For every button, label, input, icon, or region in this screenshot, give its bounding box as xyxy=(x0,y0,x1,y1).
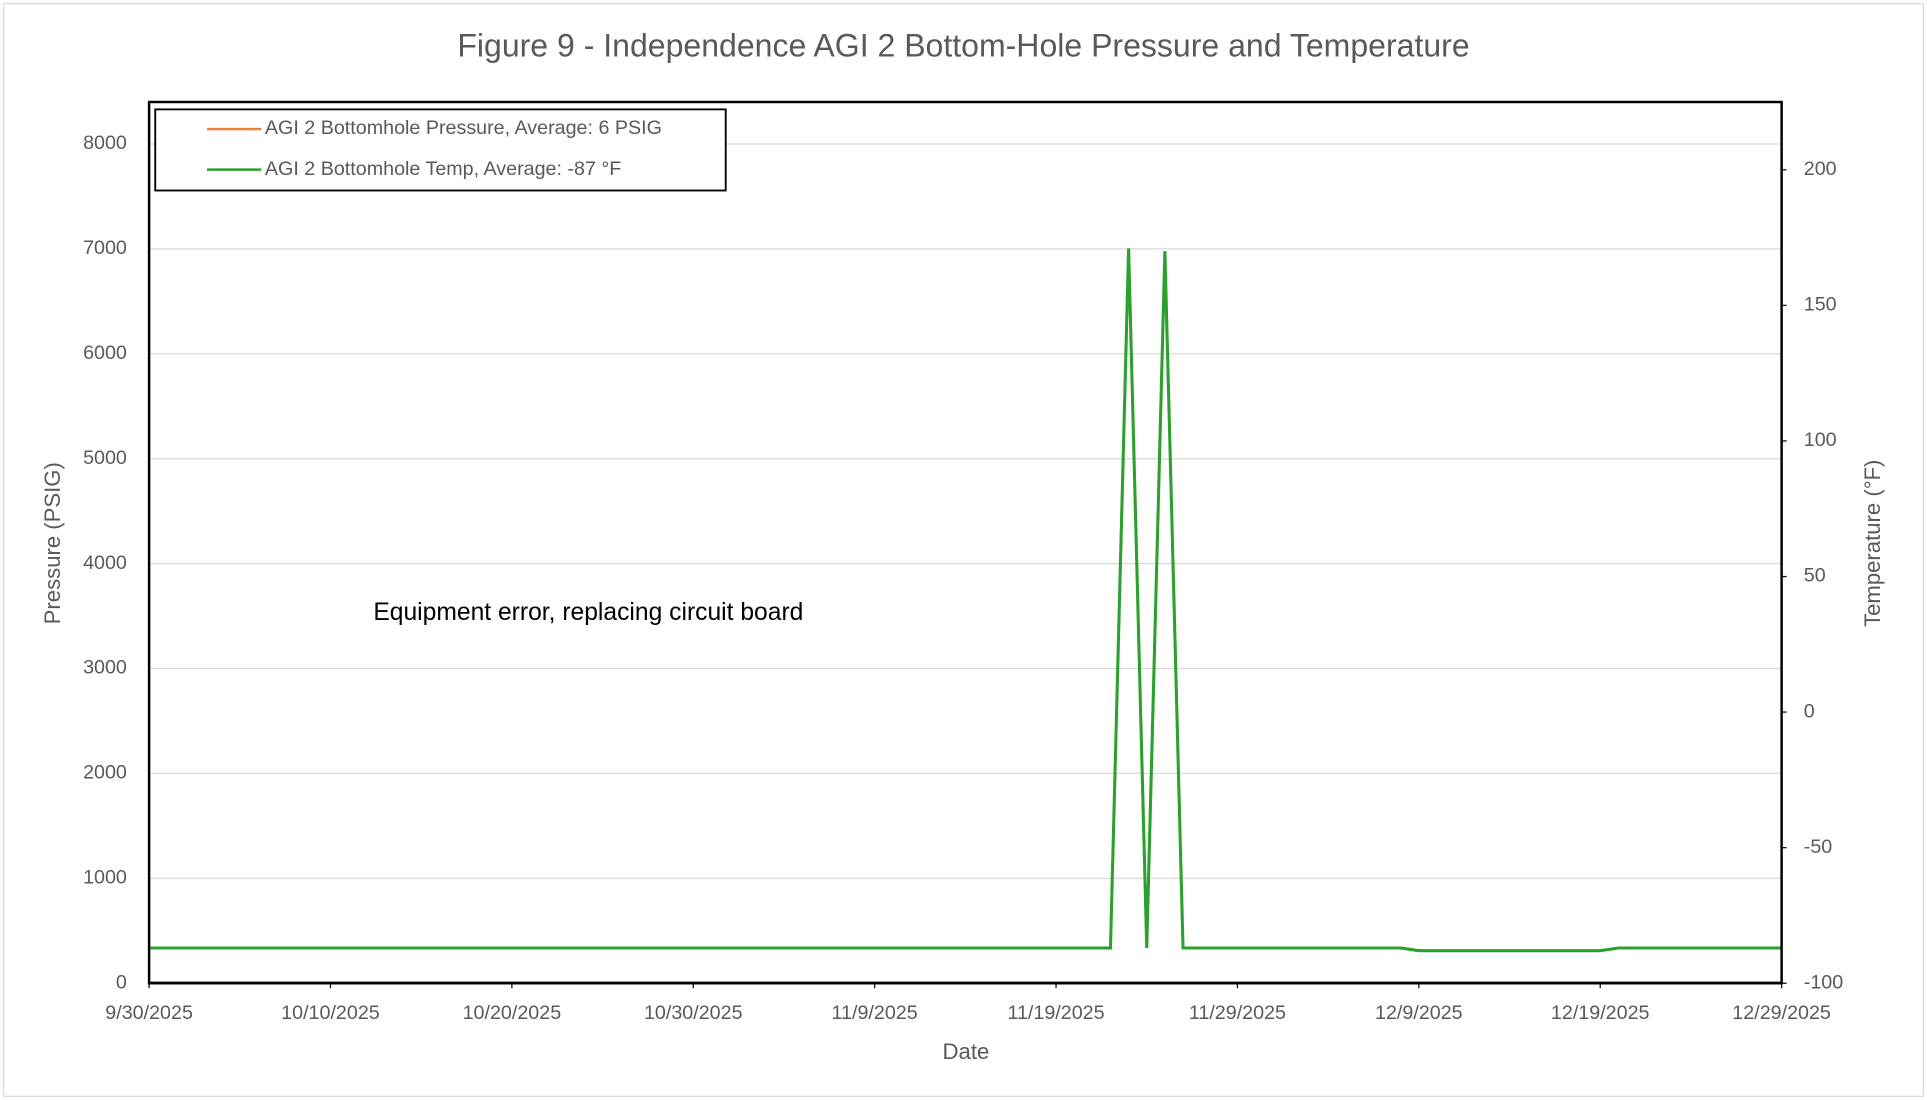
x-tick-label: 12/29/2025 xyxy=(1732,1002,1831,1024)
x-tick-label: 10/30/2025 xyxy=(644,1002,743,1024)
legend-label: AGI 2 Bottomhole Temp, Average: -87 °F xyxy=(265,158,621,180)
y-tick-label: 8000 xyxy=(83,132,127,154)
y-tick-label: 7000 xyxy=(83,237,127,259)
x-axis-label: Date xyxy=(943,1039,990,1064)
y2-tick-label: -50 xyxy=(1804,836,1833,858)
y-tick-label: 5000 xyxy=(83,447,127,469)
y-tick-label: 1000 xyxy=(83,867,127,889)
legend-label: AGI 2 Bottomhole Pressure, Average: 6 PS… xyxy=(265,117,662,139)
y-tick-label: 2000 xyxy=(83,762,127,784)
y2-tick-label: 150 xyxy=(1804,294,1837,316)
y2-tick-label: 100 xyxy=(1804,429,1837,451)
plot-border xyxy=(147,100,1783,985)
x-tick-label: 11/19/2025 xyxy=(1007,1002,1104,1024)
chart-title: Figure 9 - Independence AGI 2 Bottom-Hol… xyxy=(457,27,1469,63)
y2-tick-label: 0 xyxy=(1804,700,1815,722)
x-tick-label: 11/9/2025 xyxy=(832,1002,918,1024)
y2-tick-label: 50 xyxy=(1804,565,1826,587)
annotation: Equipment error, replacing circuit board xyxy=(373,599,803,626)
y2-tick-label: -100 xyxy=(1804,971,1843,993)
y2-axis-label: Temperature (°F) xyxy=(1860,460,1885,627)
y-axis-label: Pressure (PSIG) xyxy=(40,462,65,624)
x-tick-label: 12/19/2025 xyxy=(1551,1002,1650,1024)
y-tick-label: 0 xyxy=(116,971,127,993)
legend-box xyxy=(154,108,727,192)
y-tick-label: 6000 xyxy=(83,342,127,364)
data-line xyxy=(149,248,1782,953)
y-tick-label: 3000 xyxy=(83,657,127,679)
x-tick-label: 10/10/2025 xyxy=(281,1002,380,1024)
x-tick-label: 10/20/2025 xyxy=(463,1002,562,1024)
x-tick-label: 9/30/2025 xyxy=(105,1002,193,1024)
y2-tick-label: 200 xyxy=(1804,158,1837,180)
x-tick-label: 11/29/2025 xyxy=(1189,1002,1286,1024)
x-tick-label: 12/9/2025 xyxy=(1375,1002,1463,1024)
y-tick-label: 4000 xyxy=(83,552,127,574)
